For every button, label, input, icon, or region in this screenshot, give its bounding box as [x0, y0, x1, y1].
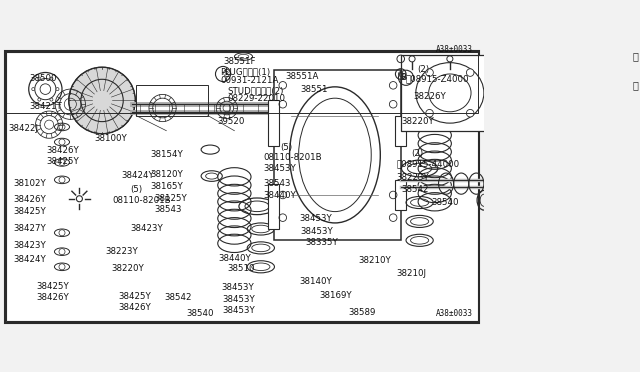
Text: ®: ®: [222, 69, 232, 79]
Bar: [401, 55, 499, 131]
Bar: [396, 180, 406, 210]
Text: 38165Y: 38165Y: [150, 182, 183, 190]
Circle shape: [38, 77, 41, 80]
Text: 38421T: 38421T: [29, 102, 62, 111]
Text: 38425Y: 38425Y: [13, 208, 46, 217]
Text: 38226Y: 38226Y: [413, 92, 447, 100]
Circle shape: [50, 98, 53, 101]
Text: 08110-8201B: 08110-8201B: [113, 196, 172, 205]
Text: 38542: 38542: [164, 293, 192, 302]
Text: 38542: 38542: [402, 185, 429, 194]
Circle shape: [50, 77, 53, 80]
Text: Ⓣ: Ⓣ: [633, 52, 639, 62]
Text: 38543: 38543: [264, 179, 291, 188]
Text: B: B: [400, 73, 406, 82]
Text: 38425Y: 38425Y: [46, 157, 79, 166]
Circle shape: [467, 109, 474, 117]
Circle shape: [426, 109, 433, 117]
Text: 38453Y: 38453Y: [223, 295, 255, 304]
Bar: [268, 100, 279, 146]
Text: 38154Y: 38154Y: [150, 150, 183, 159]
Bar: [6, 52, 478, 113]
Text: 38453Y: 38453Y: [221, 283, 254, 292]
Circle shape: [38, 98, 41, 101]
Text: 38425Y: 38425Y: [118, 292, 151, 301]
Text: 38169Y: 38169Y: [319, 291, 352, 300]
Text: 38223Y: 38223Y: [397, 173, 429, 182]
Text: 38510: 38510: [227, 264, 255, 273]
Text: 38220Y: 38220Y: [111, 264, 144, 273]
Text: 38543: 38543: [155, 205, 182, 214]
Text: 38220Y: 38220Y: [402, 117, 435, 126]
Text: 38540: 38540: [186, 309, 214, 318]
Bar: [268, 184, 279, 229]
Text: 38551A: 38551A: [285, 72, 319, 81]
Text: 38335Y: 38335Y: [306, 238, 339, 247]
Text: 38140Y: 38140Y: [299, 277, 332, 286]
Text: 38440Y: 38440Y: [219, 254, 252, 263]
Text: 38425Y: 38425Y: [36, 282, 69, 291]
Text: 38223Y: 38223Y: [106, 247, 138, 256]
Text: 38423Y: 38423Y: [131, 224, 163, 233]
Text: 38551F: 38551F: [223, 57, 256, 66]
Text: 38423Y: 38423Y: [13, 241, 46, 250]
Text: 38540: 38540: [431, 199, 459, 208]
Text: 38426Y: 38426Y: [36, 293, 69, 302]
Text: STUDスタッド(2): STUDスタッド(2): [227, 86, 284, 95]
Bar: [396, 116, 406, 146]
Text: 38120Y: 38120Y: [150, 170, 183, 179]
Text: (2): (2): [412, 149, 424, 158]
Text: A38±0033: A38±0033: [436, 45, 474, 54]
Text: 38422J: 38422J: [9, 125, 38, 134]
Text: 38210Y: 38210Y: [358, 256, 391, 265]
Text: (2): (2): [417, 65, 429, 74]
Bar: [136, 85, 208, 116]
Text: 00931-2121A: 00931-2121A: [220, 76, 278, 85]
Text: 08110-8201B: 08110-8201B: [264, 153, 323, 161]
Text: 38102Y: 38102Y: [13, 179, 46, 188]
Text: 38210J: 38210J: [397, 269, 427, 278]
Text: 38453Y: 38453Y: [223, 306, 255, 315]
Text: 38453Y: 38453Y: [300, 227, 333, 235]
Text: (5): (5): [131, 185, 143, 194]
Text: 38125Y: 38125Y: [155, 194, 188, 203]
Text: 38426Y: 38426Y: [118, 303, 151, 312]
Text: 38424Y: 38424Y: [13, 255, 46, 264]
Text: 38426Y: 38426Y: [46, 145, 79, 155]
Text: 38426Y: 38426Y: [13, 195, 46, 204]
Text: 38453Y: 38453Y: [299, 215, 332, 224]
Text: Ⓣ: Ⓣ: [633, 80, 639, 90]
Text: 38424Y: 38424Y: [121, 171, 154, 180]
Text: 38453Y: 38453Y: [264, 164, 296, 173]
Circle shape: [32, 87, 35, 91]
Text: 38427Y: 38427Y: [13, 224, 46, 233]
Bar: [274, 70, 401, 240]
Text: 38440Y: 38440Y: [264, 190, 296, 200]
Text: Ⓣ08915-44000: Ⓣ08915-44000: [397, 160, 460, 169]
Circle shape: [426, 69, 433, 76]
Text: Ⓣ08915-Z4000: Ⓣ08915-Z4000: [406, 75, 469, 84]
Circle shape: [579, 180, 585, 187]
Text: A38±0033: A38±0033: [436, 309, 474, 318]
Text: 39520: 39520: [218, 118, 245, 126]
Circle shape: [76, 196, 83, 202]
Text: 08229-22010: 08229-22010: [227, 94, 285, 103]
Text: 38551: 38551: [300, 85, 328, 94]
Text: 38100Y: 38100Y: [94, 134, 127, 143]
Text: (5): (5): [281, 143, 292, 152]
Circle shape: [467, 69, 474, 76]
Circle shape: [56, 87, 59, 91]
Circle shape: [69, 67, 135, 134]
Text: 38500: 38500: [29, 74, 56, 83]
Text: PLUGプラグ(1): PLUGプラグ(1): [220, 68, 270, 77]
Text: 38589: 38589: [348, 308, 376, 317]
